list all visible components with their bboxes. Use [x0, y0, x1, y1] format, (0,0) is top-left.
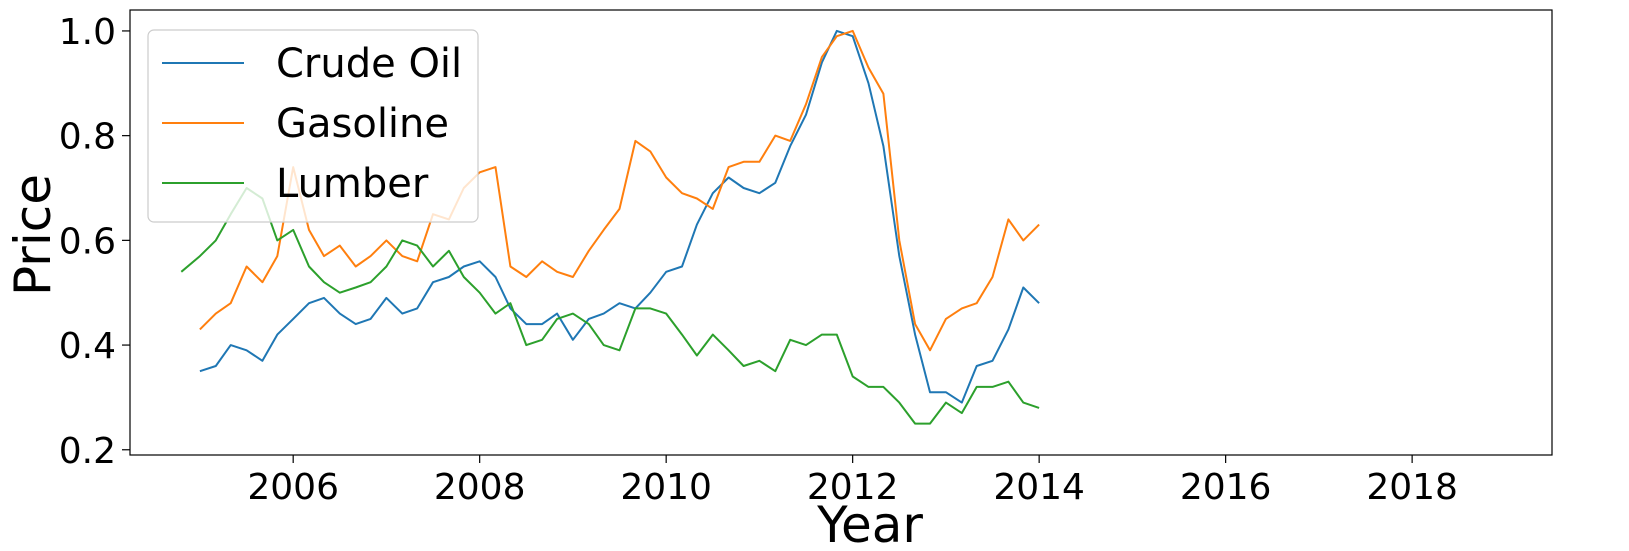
x-tick-label: 2008 — [434, 467, 526, 508]
y-axis-title: Price — [4, 174, 62, 296]
series-line-lumber — [180, 187, 1040, 425]
legend: Crude Oil Gasoline Lumber — [147, 29, 479, 223]
series-layer — [180, 29, 1040, 425]
x-tick-label: 2010 — [620, 467, 712, 508]
series-line-gasoline — [199, 29, 1040, 352]
legend-box — [147, 29, 479, 223]
x-tick-label: 2018 — [1366, 467, 1458, 508]
x-axis-title: Year — [816, 496, 923, 551]
y-tick-label: 0.6 — [59, 221, 116, 262]
x-tick-label: 2016 — [1180, 467, 1272, 508]
x-tick-label: 2014 — [993, 467, 1085, 508]
y-tick-label: 1.0 — [59, 12, 116, 53]
legend-label-lumber: Lumber — [276, 161, 429, 207]
y-tick-label: 0.4 — [59, 326, 116, 367]
plot-frame — [129, 9, 1553, 456]
y-tick-label: 0.8 — [59, 117, 116, 158]
axes-layer: 2006 2008 2010 2012 2014 2016 2018 0.2 0.4 0.6 0.8… — [59, 9, 1553, 508]
y-tick-label: 0.2 — [59, 431, 116, 472]
legend-label-gasoline: Gasoline — [276, 101, 449, 147]
x-tick-label: 2006 — [247, 467, 339, 508]
x-tick-label: 2012 — [807, 467, 899, 508]
legend-label-crude-oil: Crude Oil — [276, 41, 462, 87]
series-line-crude-oil — [199, 29, 1040, 404]
